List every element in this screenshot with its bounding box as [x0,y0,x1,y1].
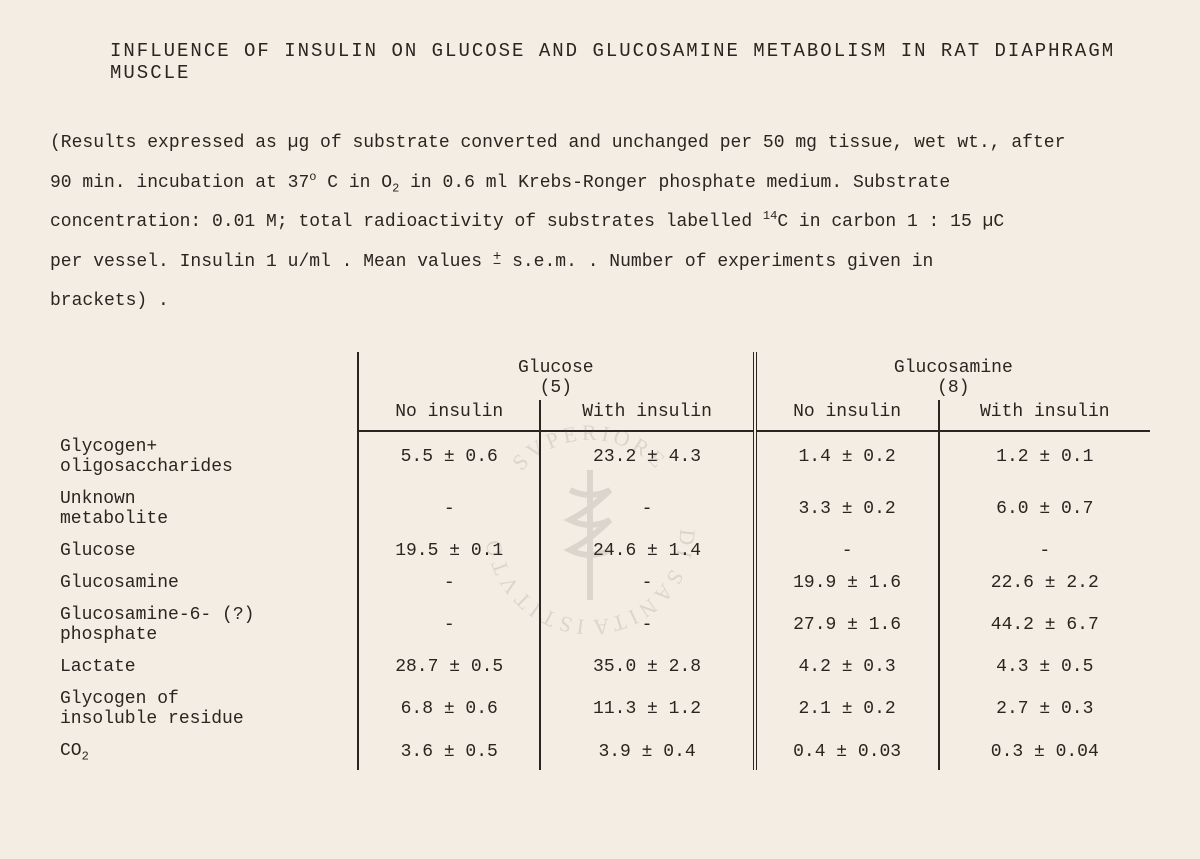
methods-line: per vessel. Insulin 1 u/ml . Mean values [50,252,493,272]
table-cell: 11.3 ± 1.2 [540,683,754,735]
methods-line: brackets) . [50,291,169,311]
methods-line: in 0.6 ml Krebs-Ronger phosphate medium.… [399,173,950,193]
table-cell: - [540,483,754,535]
subheader: With insulin [939,400,1150,431]
table-row: Glucosamine-6- (?)phosphate--27.9 ± 1.64… [50,599,1150,651]
table-cell: 19.9 ± 1.6 [755,567,939,599]
table-row: Glycogen+oligosaccharides5.5 ± 0.623.2 ±… [50,431,1150,483]
title: INFLUENCE OF INSULIN ON GLUCOSE AND GLUC… [110,40,1150,84]
table-row: Glucose19.5 ± 0.124.6 ± 1.4-- [50,535,1150,567]
table-cell: 5.5 ± 0.6 [358,431,541,483]
methods-line: concentration: 0.01 M; total radioactivi… [50,212,763,232]
table-body: Glycogen+oligosaccharides5.5 ± 0.623.2 ±… [50,431,1150,770]
subheader: With insulin [540,400,754,431]
methods-line: 90 min. incubation at 37 [50,173,309,193]
table-cell: 3.3 ± 0.2 [755,483,939,535]
group-name: Glucose [518,358,594,378]
group-header-glucose: Glucose (5) [358,352,755,400]
row-label: Glucosamine-6- (?)phosphate [50,599,358,651]
table-cell: 2.7 ± 0.3 [939,683,1150,735]
table-cell: 28.7 ± 0.5 [358,651,541,683]
group-n: (5) [540,378,572,398]
table-cell: - [540,567,754,599]
row-label: Glucose [50,535,358,567]
group-name: Glucosamine [894,358,1013,378]
row-label: Lactate [50,651,358,683]
table-cell: - [358,483,541,535]
table-cell: - [540,599,754,651]
row-label: Unknownmetabolite [50,483,358,535]
methods-line: C in carbon 1 : 15 µC [777,212,1004,232]
table-cell: - [939,535,1150,567]
table-cell: - [358,567,541,599]
table-cell: 1.4 ± 0.2 [755,431,939,483]
table-cell: 6.0 ± 0.7 [939,483,1150,535]
table-cell: 35.0 ± 2.8 [540,651,754,683]
table-cell: 22.6 ± 2.2 [939,567,1150,599]
table-cell: 3.6 ± 0.5 [358,735,541,770]
header-spacer [50,352,358,400]
header-spacer [50,400,358,431]
group-header-glucosamine: Glucosamine (8) [755,352,1150,400]
table-cell: 24.6 ± 1.4 [540,535,754,567]
table-cell: 4.2 ± 0.3 [755,651,939,683]
methods-line: C in O [316,173,392,193]
superscript-14: 14 [763,209,777,223]
table-cell: 6.8 ± 0.6 [358,683,541,735]
methods-paragraph: (Results expressed as µg of substrate co… [50,124,1150,322]
table-cell: - [358,599,541,651]
table-cell: 1.2 ± 0.1 [939,431,1150,483]
table-cell: 2.1 ± 0.2 [755,683,939,735]
table-cell: 23.2 ± 4.3 [540,431,754,483]
group-n: (8) [937,378,969,398]
table-row: Unknownmetabolite--3.3 ± 0.26.0 ± 0.7 [50,483,1150,535]
data-table: Glucose (5) Glucosamine (8) No insulin W… [50,352,1150,770]
subheader: No insulin [755,400,939,431]
data-table-container: Glucose (5) Glucosamine (8) No insulin W… [50,352,1150,770]
table-cell: 27.9 ± 1.6 [755,599,939,651]
table-cell: 19.5 ± 0.1 [358,535,541,567]
table-cell: 0.4 ± 0.03 [755,735,939,770]
table-header-group-row: Glucose (5) Glucosamine (8) [50,352,1150,400]
table-cell: 3.9 ± 0.4 [540,735,754,770]
methods-line: (Results expressed as µg of substrate co… [50,133,1065,153]
subheader: No insulin [358,400,541,431]
row-label: Glycogen+oligosaccharides [50,431,358,483]
table-cell: 4.3 ± 0.5 [939,651,1150,683]
row-label: Glucosamine [50,567,358,599]
table-row: CO23.6 ± 0.53.9 ± 0.40.4 ± 0.030.3 ± 0.0… [50,735,1150,770]
row-label: Glycogen ofinsoluble residue [50,683,358,735]
table-row: Glucosamine--19.9 ± 1.622.6 ± 2.2 [50,567,1150,599]
table-cell: 0.3 ± 0.04 [939,735,1150,770]
table-cell: - [755,535,939,567]
table-row: Lactate28.7 ± 0.535.0 ± 2.84.2 ± 0.34.3 … [50,651,1150,683]
table-row: Glycogen ofinsoluble residue6.8 ± 0.611.… [50,683,1150,735]
table-cell: 44.2 ± 6.7 [939,599,1150,651]
methods-line: s.e.m. . Number of experiments given in [501,252,933,272]
table-header-sub-row: No insulin With insulin No insulin With … [50,400,1150,431]
row-label: CO2 [50,735,358,770]
